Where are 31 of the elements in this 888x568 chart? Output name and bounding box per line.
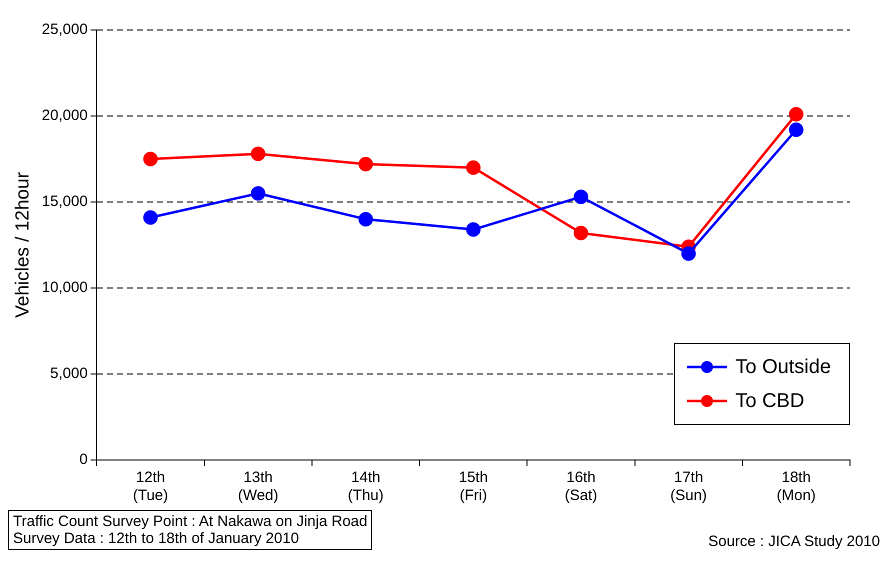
point [466, 160, 481, 175]
source-note: Source : JICA Study 2010 [708, 533, 880, 550]
point [574, 226, 588, 240]
legend-label: To Outside [735, 356, 831, 378]
point [466, 222, 481, 237]
point [250, 146, 266, 162]
point [358, 212, 373, 226]
point [143, 210, 158, 225]
y-tick-label: 0 [79, 451, 88, 468]
x-tick-label: 13th (Wed) [238, 469, 278, 504]
text: Traffic Count Survey Point : At Nakawa on Jinja Road Survey Data : 12th to 18th of January 2010 [8, 510, 372, 550]
y-tick-label: 25,000 [42, 21, 88, 38]
y-tick-label: 10,000 [42, 279, 88, 296]
point [574, 190, 588, 204]
y-tick-label: 15,000 [42, 193, 88, 210]
x-tick-label: 12th (Tue) [132, 469, 168, 504]
point [681, 246, 696, 261]
x-tick-label: 16th (Sat) [564, 469, 598, 504]
y-tick-label: 20,000 [42, 107, 88, 124]
x-tick-label: 15th (Fri) [458, 469, 488, 504]
point [788, 107, 804, 122]
point [250, 186, 266, 201]
y-axis-title: Vehicles / 12hour [12, 171, 34, 318]
legend-label: To CBD [735, 390, 804, 412]
y-tick-label: 5,000 [50, 365, 88, 382]
point [358, 156, 373, 172]
x-tick-label: 17th (Sun) [670, 469, 707, 504]
point [788, 122, 804, 138]
x-tick-label: 18th (Mon) [776, 469, 816, 504]
point [143, 152, 158, 166]
x-tick-label: 14th (Thu) [348, 469, 384, 504]
